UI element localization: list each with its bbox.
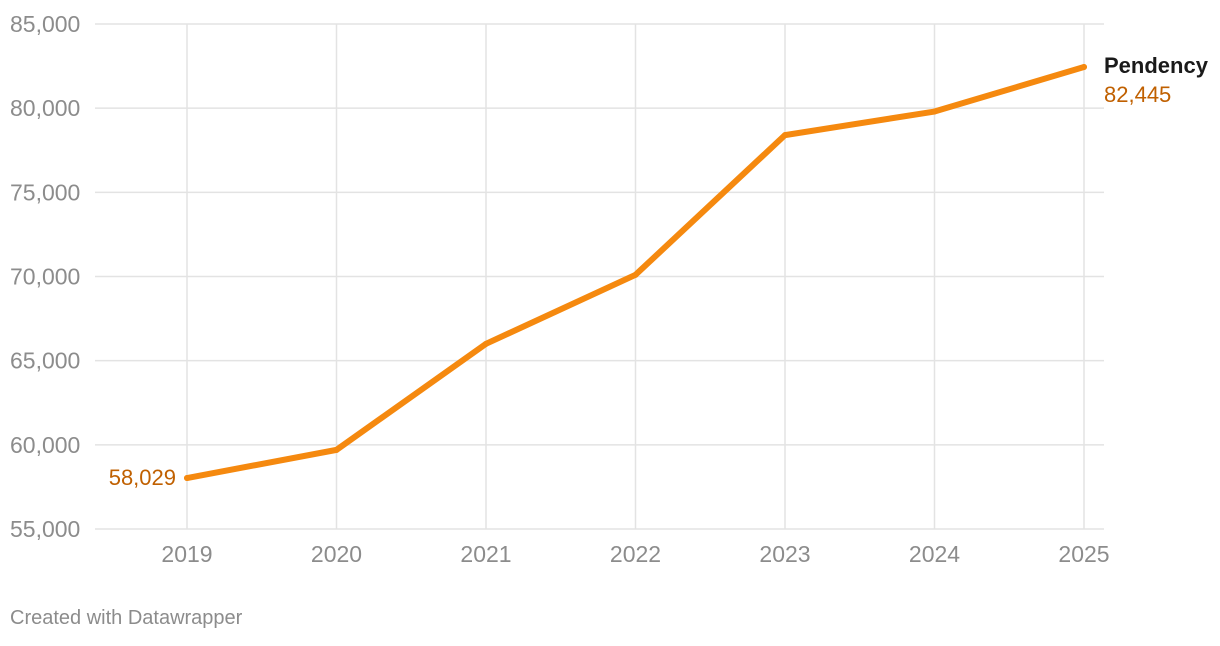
data-point (483, 340, 489, 347)
start-value-label: 58,029 (109, 465, 176, 490)
x-tick-label: 2024 (909, 541, 960, 567)
y-tick-label: 60,000 (10, 432, 80, 458)
data-point (782, 132, 788, 139)
x-tick-label: 2025 (1058, 541, 1109, 567)
x-tick-label: 2023 (759, 541, 810, 567)
x-tick-label: 2019 (161, 541, 212, 567)
data-point (931, 108, 938, 115)
y-gridlines (95, 23, 1104, 530)
y-axis-tick-labels: 55,000 60,000 65,000 70,000 75,000 80,000 85,0… (10, 11, 80, 542)
y-tick-label: 65,000 (10, 348, 80, 374)
data-point (632, 271, 639, 278)
y-tick-label: 55,000 (10, 516, 80, 542)
annotation-layer: Pendency 82,445 58,029 (109, 53, 1209, 490)
x-tick-label: 2020 (311, 541, 362, 567)
x-axis-tick-labels: 2019 2020 2021 2022 2023 2024 2025 (161, 541, 1109, 567)
data-point (184, 475, 190, 482)
y-tick-label: 80,000 (10, 95, 80, 121)
datawrapper-credit[interactable]: Created with Datawrapper (10, 607, 243, 629)
x-tick-label: 2021 (460, 541, 511, 567)
data-point (1081, 64, 1087, 71)
x-gridlines (186, 24, 1085, 529)
data-point (333, 446, 340, 453)
y-tick-label: 85,000 (10, 11, 80, 37)
series-layer (184, 64, 1087, 482)
y-tick-label: 75,000 (10, 179, 80, 205)
end-value-label: 82,445 (1104, 82, 1171, 107)
x-tick-label: 2022 (610, 541, 661, 567)
y-tick-label: 70,000 (10, 264, 80, 290)
series-name-label: Pendency (1104, 53, 1209, 78)
